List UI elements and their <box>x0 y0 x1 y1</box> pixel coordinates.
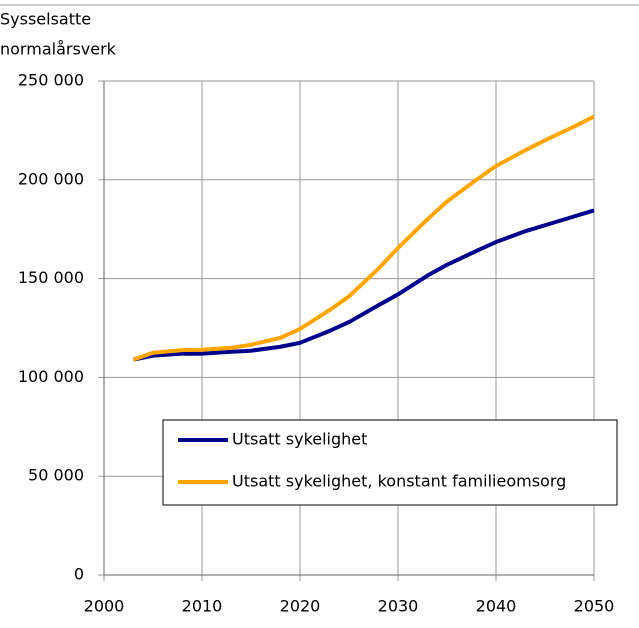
y-tick-label: 0 <box>74 565 84 584</box>
y-tick-label: 250 000 <box>18 71 84 90</box>
x-tick-label: 2030 <box>378 597 419 616</box>
x-tick-label: 2010 <box>182 597 223 616</box>
y-tick-label: 50 000 <box>28 466 84 485</box>
legend-label: Utsatt sykelighet <box>232 430 367 449</box>
series-line <box>133 208 595 362</box>
y-tick-label: 150 000 <box>18 268 84 287</box>
series-line <box>132 114 595 362</box>
x-tick-label: 2020 <box>280 597 321 616</box>
y-tick-label: 100 000 <box>18 367 84 386</box>
legend-label: Utsatt sykelighet, konstant familieomsor… <box>232 472 566 491</box>
x-tick-label: 2040 <box>476 597 517 616</box>
x-tick-label: 2000 <box>84 597 125 616</box>
x-tick-label: 2050 <box>574 597 615 616</box>
legend-box <box>162 419 618 506</box>
y-axis-label: Sysselsatte <box>0 10 91 29</box>
y-tick-label: 200 000 <box>18 169 84 188</box>
y-axis-label: normalårsverk <box>0 40 117 59</box>
